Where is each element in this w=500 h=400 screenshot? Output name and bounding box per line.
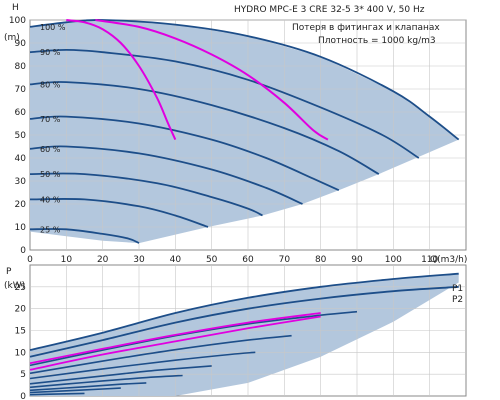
power-p-series xyxy=(29,272,459,358)
head-xlabel: Q(m3/h) xyxy=(430,255,467,265)
head-speed-label-2: 90 % xyxy=(40,48,61,57)
head-y-tick-labels: 0 10 20 30 40 50 60 70 80 90 100 xyxy=(9,16,26,256)
head-y-tick: 0 xyxy=(20,246,26,256)
power-speed-curve-5 xyxy=(29,374,183,389)
head-x-tick: 10 xyxy=(61,255,73,265)
power-speed-curve-3 xyxy=(29,351,256,380)
head-y-tick: 10 xyxy=(15,223,27,233)
head-x-tick: 100 xyxy=(385,255,402,265)
head-x-tick: 20 xyxy=(97,255,109,265)
power-series-p2 xyxy=(29,285,459,358)
power-system-curve-1 xyxy=(29,315,321,371)
chart-title: HYDRO MPC-E 3 CRE 32-5 3* 400 V, 50 Hz xyxy=(234,5,425,15)
head-area-fill xyxy=(30,20,459,244)
head-speed-curve-2 xyxy=(29,48,420,159)
head-y-tick: 20 xyxy=(15,200,27,210)
head-x-tick: 40 xyxy=(170,255,182,265)
head-x-tick: 60 xyxy=(242,255,254,265)
head-y-tick: 60 xyxy=(15,108,27,118)
head-speed-label-4: 70 % xyxy=(40,115,61,124)
head-x-tick: 0 xyxy=(27,255,33,265)
info-line-density: Плотность = 1000 kg/m3 xyxy=(318,36,436,46)
head-y-tick: 80 xyxy=(15,62,27,72)
head-speed-label-5: 60 % xyxy=(40,145,61,154)
head-x-tick: 70 xyxy=(279,255,291,265)
head-speed-curve-6 xyxy=(29,172,263,217)
power-speed-curve-2 xyxy=(29,334,292,375)
power-y-tick-labels: 0 5 10 15 20 25 xyxy=(15,283,27,400)
power-y-tick: 5 xyxy=(20,370,26,380)
head-y-tick: 30 xyxy=(15,177,27,187)
head-x-tick: 30 xyxy=(133,255,145,265)
head-speed-label-8: 25 % xyxy=(40,225,61,234)
head-speed-label-7: 40 % xyxy=(40,195,61,204)
power-speed-curve-4 xyxy=(29,365,212,385)
head-system-curves xyxy=(66,19,329,141)
power-speed-curve-7 xyxy=(29,387,121,394)
head-system-curve-1 xyxy=(66,19,177,141)
head-y-tick: 100 xyxy=(9,16,26,26)
power-speed-curves xyxy=(29,310,358,396)
power-system-curve-2 xyxy=(29,312,321,365)
power-chart: 0 5 10 15 20 25 P (kW) P1 P2 xyxy=(4,264,467,400)
power-series-label-p1: P1 xyxy=(452,284,463,294)
head-operating-area xyxy=(30,20,459,244)
head-speed-curve-3 xyxy=(29,81,380,175)
head-speed-label-6: 50 % xyxy=(40,170,61,179)
power-speed-curve-8 xyxy=(29,392,85,396)
head-x-tick: 80 xyxy=(315,255,327,265)
head-speed-label-3: 80 % xyxy=(40,80,61,89)
head-x-tick: 110 xyxy=(421,255,438,265)
head-grid xyxy=(30,19,466,250)
head-x-tick-labels: 0 10 20 30 40 50 60 70 80 90 100 110 xyxy=(27,255,438,265)
power-y-tick: 0 xyxy=(20,392,26,400)
head-y-tick: 50 xyxy=(15,131,27,141)
info-line-fittings: Потеря в фитингах и клапанах xyxy=(292,23,440,33)
head-ylabel: H xyxy=(12,3,19,13)
head-x-tick: 90 xyxy=(351,255,363,265)
head-y-tick: 40 xyxy=(15,154,27,164)
head-speed-curve-7 xyxy=(29,198,209,228)
power-speed-curve-6 xyxy=(29,382,147,392)
head-speed-curve-8 xyxy=(29,228,140,244)
head-y-tick: 90 xyxy=(15,39,27,49)
power-series-p1 xyxy=(29,272,459,351)
head-speed-curve-4 xyxy=(29,115,340,192)
head-chart: 100 % 90 % 80 % 70 % 60 % 50 % 40 % 25 % 0 10 20 3… xyxy=(4,3,467,265)
power-yunit: (kW) xyxy=(4,281,25,291)
power-speed-curve-1 xyxy=(29,310,358,367)
power-y-tick: 15 xyxy=(15,327,26,337)
power-y-tick: 25 xyxy=(15,283,26,293)
power-y-tick: 20 xyxy=(15,305,27,315)
power-y-tick: 10 xyxy=(15,348,27,358)
head-speed-labels: 100 % 90 % 80 % 70 % 60 % 50 % 40 % 25 % xyxy=(40,23,66,234)
head-speed-label-1: 100 % xyxy=(40,23,66,32)
head-y-tick: 70 xyxy=(15,85,27,95)
head-yunit: (m) xyxy=(4,33,20,43)
power-system-curves xyxy=(29,312,321,371)
head-speed-curve-5 xyxy=(29,145,303,205)
power-ylabel: P xyxy=(6,267,12,277)
head-system-curve-2 xyxy=(95,19,329,141)
head-x-tick: 50 xyxy=(206,255,218,265)
power-series-label-p2: P2 xyxy=(452,295,463,305)
